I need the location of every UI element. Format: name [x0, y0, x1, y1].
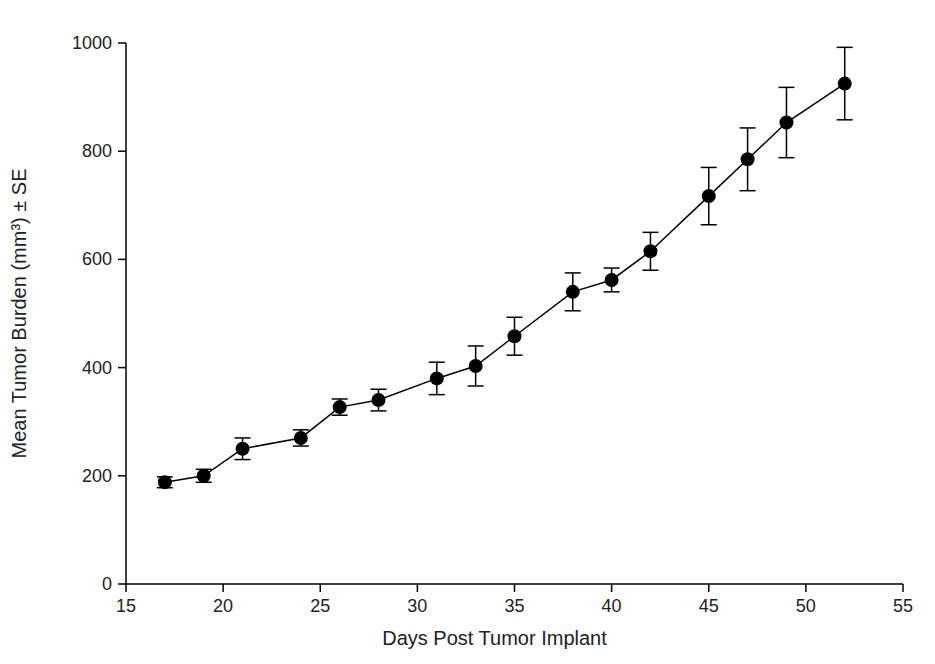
y-tick: [118, 367, 126, 369]
error-cap: [701, 167, 717, 169]
error-cap: [778, 87, 794, 89]
x-tick-label: 45: [699, 596, 719, 616]
data-point: [779, 116, 793, 130]
error-bar: [565, 273, 581, 311]
error-bar: [196, 469, 212, 482]
error-bar: [429, 362, 445, 394]
data-point: [838, 77, 852, 91]
data-point: [702, 189, 716, 203]
y-axis-label: Mean Tumor Burden (mm³) ± SE: [8, 169, 30, 459]
y-tick: [118, 583, 126, 585]
x-tick: [708, 584, 710, 592]
data-point: [605, 273, 619, 287]
chart: 15 20 25 30 35 40 45 50 55 0 200 400 600 800 1000 Days …: [0, 0, 935, 664]
error-cap: [332, 414, 348, 416]
error-cap: [468, 385, 484, 387]
x-tick-label: 20: [213, 596, 233, 616]
data-point: [643, 244, 657, 258]
error-cap: [837, 47, 853, 49]
error-cap: [235, 459, 251, 461]
data-point: [741, 152, 755, 166]
data-point: [508, 329, 522, 343]
error-cap: [740, 190, 756, 192]
error-cap: [642, 269, 658, 271]
error-bar: [332, 399, 348, 415]
x-tick-label: 15: [116, 596, 136, 616]
error-bar: [235, 438, 251, 460]
y-tick: [118, 259, 126, 261]
error-cap: [371, 410, 387, 412]
error-bar: [837, 47, 853, 119]
x-axis-label: Days Post Tumor Implant: [382, 627, 607, 649]
y-tick-label: 200: [82, 466, 112, 486]
error-cap: [701, 224, 717, 226]
error-cap: [837, 119, 853, 121]
error-cap: [429, 394, 445, 396]
x-tick: [125, 584, 127, 592]
x-tick-label: 35: [504, 596, 524, 616]
data-point: [197, 469, 211, 483]
error-bar: [740, 128, 756, 191]
error-cap: [507, 317, 523, 319]
y-tick-label: 1000: [72, 33, 112, 53]
data-point: [469, 359, 483, 373]
x-tick: [417, 584, 419, 592]
error-cap: [293, 429, 309, 431]
error-bar: [701, 167, 717, 224]
error-cap: [642, 232, 658, 234]
y-tick-label: 800: [82, 141, 112, 161]
error-cap: [507, 354, 523, 356]
data-point: [333, 400, 347, 414]
y-tick-label: 400: [82, 358, 112, 378]
error-cap: [740, 127, 756, 129]
error-cap: [565, 310, 581, 312]
x-tick-label: 25: [310, 596, 330, 616]
error-bar: [371, 389, 387, 411]
error-cap: [235, 437, 251, 439]
x-tick: [611, 584, 613, 592]
error-bar: [604, 268, 620, 292]
data-point: [236, 442, 250, 456]
error-cap: [778, 157, 794, 159]
data-point: [430, 371, 444, 385]
x-tick: [902, 584, 904, 592]
error-bar: [642, 232, 658, 270]
error-bar: [507, 317, 523, 355]
error-bar: [293, 430, 309, 446]
x-tick-label: 40: [602, 596, 622, 616]
x-tick-label: 50: [796, 596, 816, 616]
error-cap: [604, 267, 620, 269]
data-point: [294, 431, 308, 445]
x-tick: [514, 584, 516, 592]
data-point: [566, 285, 580, 299]
y-tick: [118, 475, 126, 477]
y-axis: [125, 43, 127, 584]
data-point: [372, 393, 386, 407]
error-cap: [565, 272, 581, 274]
y-tick: [118, 150, 126, 152]
error-cap: [332, 398, 348, 400]
error-bar: [468, 346, 484, 386]
plot-area: [157, 47, 853, 489]
y-tick-label: 600: [82, 249, 112, 269]
y-tick: [118, 42, 126, 44]
x-tick: [222, 584, 224, 592]
error-cap: [468, 345, 484, 347]
x-tick: [320, 584, 322, 592]
error-cap: [293, 445, 309, 447]
y-tick-label: 0: [102, 574, 112, 594]
error-cap: [604, 291, 620, 293]
error-bar: [778, 87, 794, 157]
series-line: [165, 84, 845, 483]
error-cap: [371, 388, 387, 390]
x-tick: [805, 584, 807, 592]
x-tick-label: 55: [893, 596, 913, 616]
data-point: [158, 475, 172, 489]
error-cap: [429, 361, 445, 363]
x-tick-label: 30: [407, 596, 427, 616]
